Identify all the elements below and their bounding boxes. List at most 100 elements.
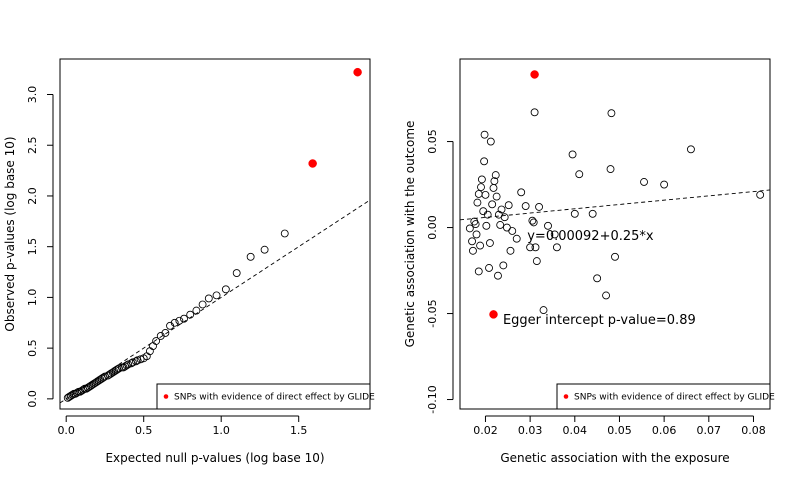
legend-marker xyxy=(163,394,169,399)
y-tick-label: -0.10 xyxy=(426,385,439,413)
y-axis: -0.10 -0.05 0.00 0.05 xyxy=(426,129,454,414)
data-point xyxy=(481,190,490,199)
highlighted-data-point xyxy=(353,67,362,77)
data-point xyxy=(480,130,489,139)
data-point xyxy=(73,388,81,397)
x-axis-title: Expected null p-values (log base 10) xyxy=(105,451,324,465)
data-point xyxy=(175,316,184,325)
data-point xyxy=(221,285,230,294)
data-point xyxy=(471,220,480,229)
data-point xyxy=(101,372,109,381)
data-point xyxy=(502,223,511,232)
data-point xyxy=(485,264,493,272)
data-point xyxy=(539,306,548,315)
egger-plot-panel: 0.02 0.03 0.04 0.05 0.06 0.07 0.08 -0.10 -0.05 0… xyxy=(403,58,775,465)
x-tick-label: 0.5 xyxy=(135,424,153,437)
data-point xyxy=(212,291,221,300)
x-tick-label: 0.05 xyxy=(607,424,632,437)
data-point xyxy=(232,269,241,277)
data-point xyxy=(687,145,695,154)
y-tick-label: 2.0 xyxy=(26,187,39,205)
data-point xyxy=(473,198,482,207)
data-points-layer xyxy=(465,70,765,319)
data-point xyxy=(468,237,476,246)
y-tick-label: 1.5 xyxy=(26,238,39,256)
data-point xyxy=(472,230,481,239)
legend-box xyxy=(556,383,771,410)
data-point xyxy=(161,328,170,337)
x-tick-label: 0.07 xyxy=(697,424,722,437)
data-point xyxy=(180,314,188,323)
x-tick-label: 1.0 xyxy=(212,424,230,437)
data-point xyxy=(500,213,509,222)
data-point xyxy=(660,180,669,189)
data-point xyxy=(128,358,137,367)
x-tick-label: 0.02 xyxy=(473,424,498,437)
data-point xyxy=(477,183,485,192)
data-point xyxy=(504,201,513,210)
legend: SNPs with evidence of direct effect by G… xyxy=(156,383,375,410)
x-tick-label: 0.04 xyxy=(563,424,588,437)
y-tick-label: 0.5 xyxy=(26,339,39,357)
data-point xyxy=(593,274,602,283)
data-point xyxy=(132,357,140,366)
data-point xyxy=(474,190,483,198)
data-point xyxy=(99,373,108,382)
data-point xyxy=(535,202,543,211)
x-tick-label: 1.5 xyxy=(290,424,308,437)
data-point xyxy=(494,271,502,280)
data-point xyxy=(521,202,530,210)
data-point xyxy=(490,177,499,186)
legend-label: SNPs with evidence of direct effect by G… xyxy=(574,393,775,403)
data-point xyxy=(489,184,498,192)
data-point xyxy=(588,209,597,218)
data-point xyxy=(192,306,201,315)
data-point xyxy=(474,267,483,276)
data-point xyxy=(506,246,515,255)
data-point xyxy=(476,241,485,250)
reference-line-layer xyxy=(60,199,370,404)
y-tick-label: 0.0 xyxy=(26,390,39,408)
y-tick-label: 2.5 xyxy=(26,136,39,154)
egger-intercept-annotation: Egger intercept p-value=0.89 xyxy=(503,313,696,328)
data-point xyxy=(486,239,494,247)
data-point xyxy=(483,210,492,219)
data-point xyxy=(517,188,526,197)
y-axis-title: Genetic association with the outcome xyxy=(403,121,417,348)
data-point xyxy=(482,221,491,230)
data-point xyxy=(512,234,521,243)
data-point xyxy=(508,227,517,235)
highlighted-data-point xyxy=(530,70,539,79)
y-tick-label: -0.05 xyxy=(426,299,439,327)
data-point xyxy=(186,310,195,319)
highlighted-data-point xyxy=(308,159,317,168)
qq-plot-panel: 0.0 0.5 1.0 1.5 0.0 0.5 1.0 1.5 2.0 2.5 3.0 Expec… xyxy=(3,58,375,465)
data-point xyxy=(198,300,207,309)
data-point xyxy=(575,170,584,179)
data-point xyxy=(491,171,500,180)
data-point xyxy=(124,360,133,369)
data-point xyxy=(611,252,619,261)
reference-line xyxy=(60,199,370,404)
legend-box xyxy=(156,383,371,410)
data-point xyxy=(149,342,157,351)
x-tick-label: 0.03 xyxy=(518,424,543,437)
data-point xyxy=(553,243,561,252)
data-point xyxy=(528,216,537,225)
data-point xyxy=(469,246,477,255)
x-tick-label: 0.06 xyxy=(652,424,677,437)
data-point xyxy=(570,209,579,218)
regression-line-layer xyxy=(460,189,770,221)
data-point xyxy=(550,230,559,239)
x-axis: 0.02 0.03 0.04 0.05 0.06 0.07 0.08 xyxy=(473,415,766,437)
legend-marker xyxy=(563,394,569,399)
data-point xyxy=(531,243,540,252)
data-point xyxy=(756,190,765,199)
data-point xyxy=(568,150,577,159)
data-point xyxy=(530,108,539,117)
data-point xyxy=(544,221,552,230)
data-point xyxy=(260,245,269,254)
data-point xyxy=(122,361,131,370)
data-point xyxy=(602,291,610,300)
highlighted-data-point xyxy=(489,310,498,319)
